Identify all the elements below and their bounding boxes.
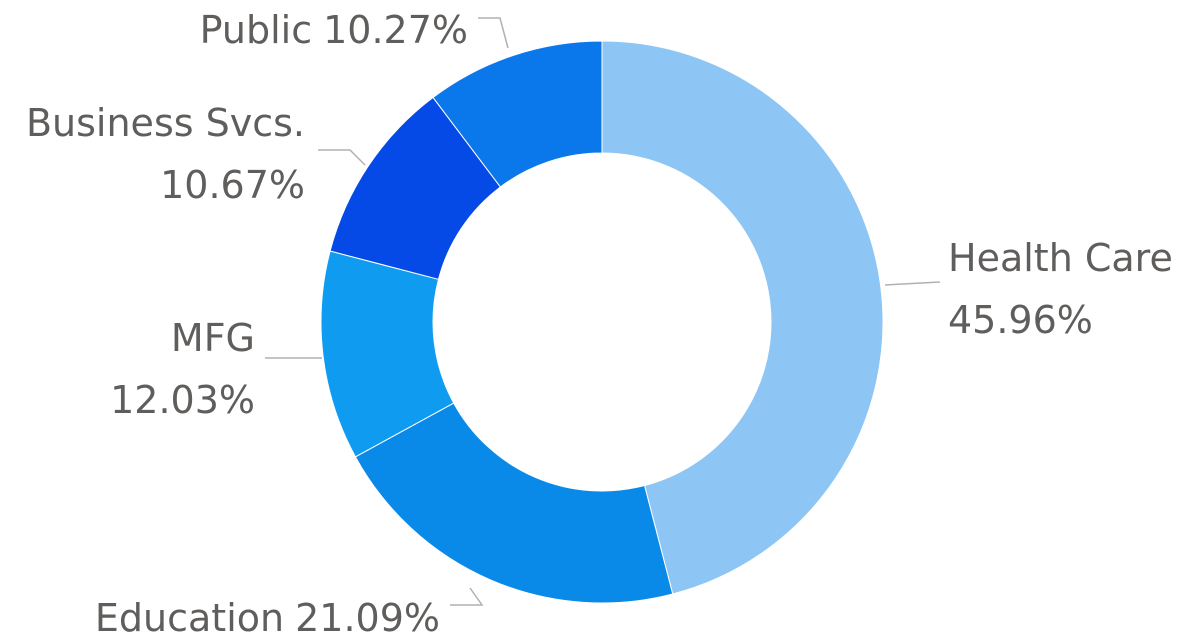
slice	[601, 40, 884, 595]
category-label: MFG	[171, 316, 255, 360]
value-label: 45.96%	[948, 298, 1093, 342]
category-label: Public	[200, 8, 312, 52]
leader-line	[450, 587, 484, 606]
data-label: Education 21.09%	[95, 596, 440, 640]
data-label: Public 10.27%	[200, 8, 468, 52]
value-label: 10.67%	[160, 163, 305, 207]
slice	[432, 40, 603, 188]
category-label: Business Svcs.	[26, 101, 305, 145]
value-label: 10.27%	[323, 8, 468, 52]
category-label: Education	[95, 596, 284, 640]
category-label: Health Care	[948, 236, 1173, 280]
leader-line	[478, 17, 509, 49]
leader-line	[884, 281, 941, 286]
data-label: MFG 12.03%	[110, 316, 255, 422]
leader-line	[318, 149, 366, 166]
data-label: Health Care 45.96%	[948, 236, 1173, 342]
value-label: 12.03%	[110, 378, 255, 422]
value-label: 21.09%	[295, 596, 440, 640]
slices	[320, 40, 884, 604]
leader-lines	[265, 17, 941, 606]
slice	[354, 402, 674, 604]
data-label: Business Svcs. 10.67%	[26, 101, 305, 207]
